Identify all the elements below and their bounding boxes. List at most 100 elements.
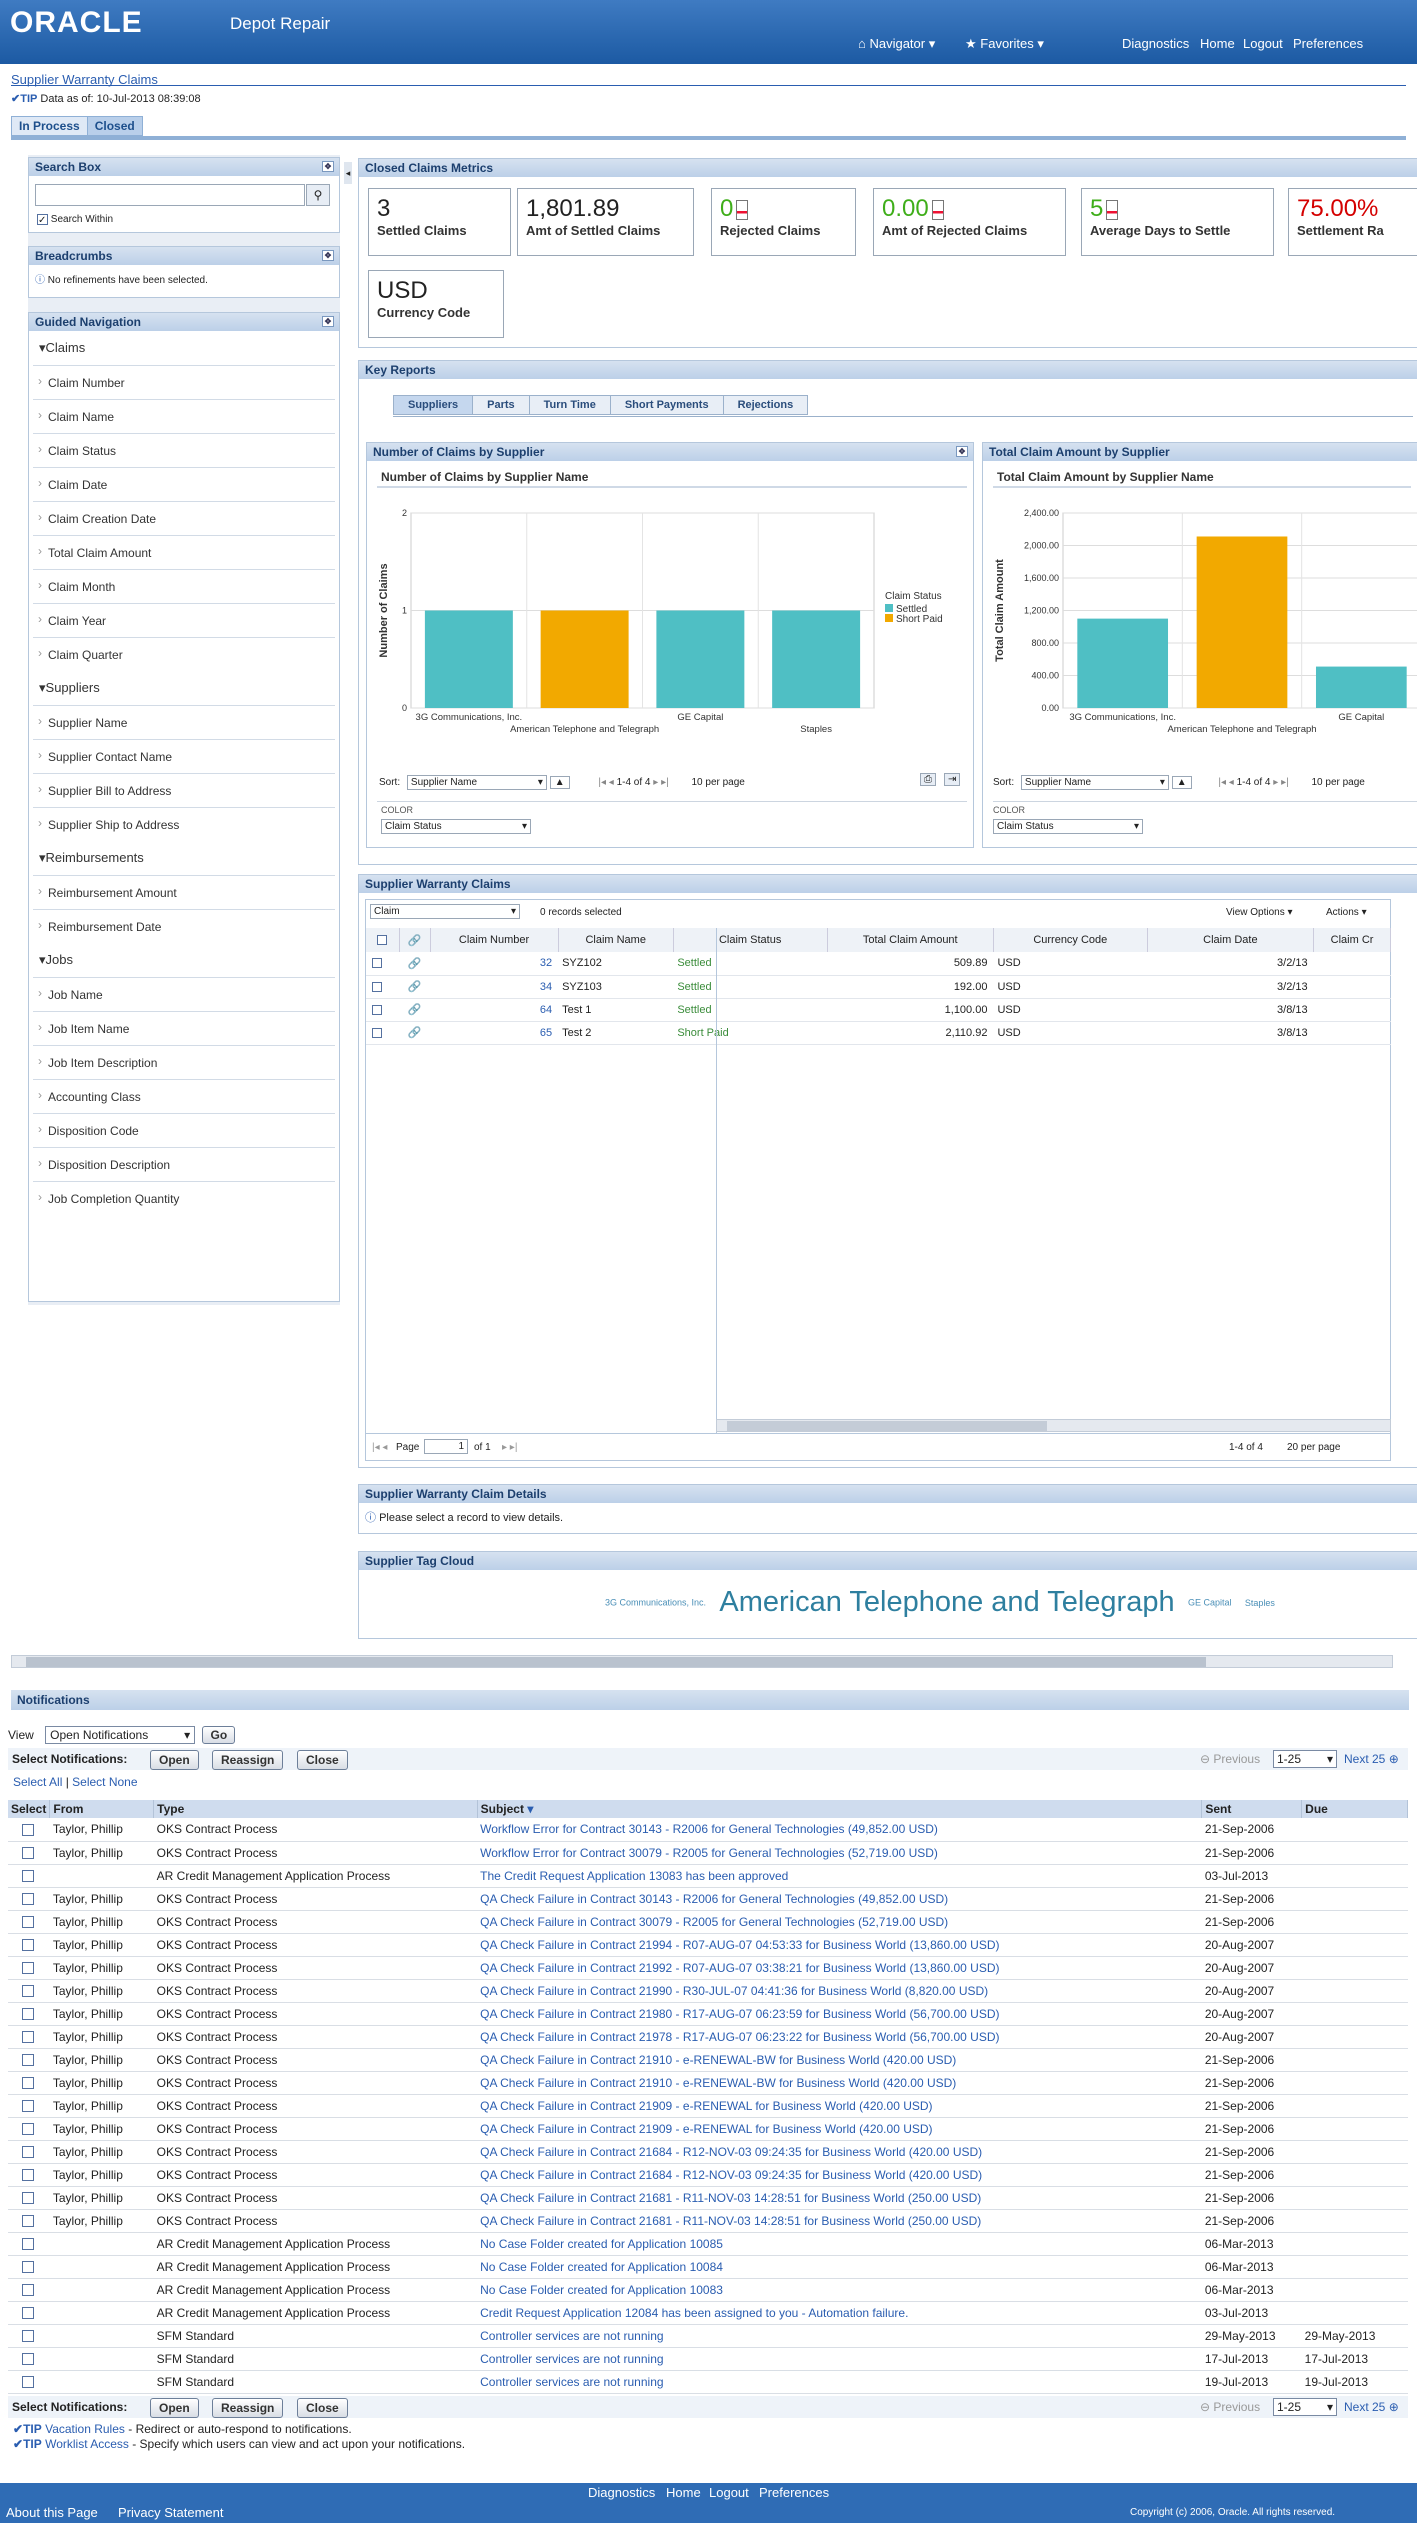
- notification-row[interactable]: Taylor, Phillip OKS Contract Process QA Ch…: [8, 1933, 1408, 1957]
- notification-subject-link[interactable]: QA Check Failure in Contract 21992 - R07…: [480, 1960, 1000, 1975]
- open-button[interactable]: Open: [150, 1750, 199, 1770]
- notification-checkbox[interactable]: [22, 2376, 34, 2389]
- column-header[interactable]: Claim Date: [1147, 928, 1315, 952]
- claim-number-link[interactable]: 34: [539, 980, 553, 993]
- attachment-icon[interactable]: 🔗: [407, 981, 422, 993]
- notification-row[interactable]: Taylor, Phillip OKS Contract Process QA Ch…: [8, 2002, 1408, 2026]
- row-checkbox[interactable]: [372, 1027, 382, 1038]
- notification-checkbox[interactable]: [22, 2077, 34, 2090]
- nav-item[interactable]: Accounting Class: [33, 1079, 335, 1113]
- maximize-icon[interactable]: ✥: [322, 161, 334, 172]
- notification-row[interactable]: SFM Standard Controller services are not …: [8, 2347, 1408, 2371]
- notification-row[interactable]: Taylor, Phillip OKS Contract Process QA Ch…: [8, 2025, 1408, 2049]
- nav-item[interactable]: Job Item Description: [33, 1045, 335, 1079]
- notification-checkbox[interactable]: [22, 2054, 34, 2067]
- notification-row[interactable]: AR Credit Management Application Process…: [8, 2301, 1408, 2325]
- column-header[interactable]: Claim Cr: [1313, 928, 1391, 952]
- notification-subject-link[interactable]: QA Check Failure in Contract 21990 - R30…: [480, 1983, 989, 1998]
- search-within-checkbox[interactable]: ✓: [37, 214, 48, 226]
- notification-subject-link[interactable]: Controller services are not running: [480, 2328, 664, 2343]
- notification-subject-link[interactable]: QA Check Failure in Contract 21684 - R12…: [480, 2167, 983, 2182]
- nav-item[interactable]: Claim Creation Date: [33, 501, 335, 535]
- maximize-icon[interactable]: ✥: [956, 446, 968, 457]
- notification-subject-link[interactable]: Credit Request Application 12084 has bee…: [480, 2305, 909, 2320]
- reassign-button[interactable]: Reassign: [212, 2398, 284, 2418]
- tab-suppliers[interactable]: Suppliers: [393, 395, 474, 415]
- notification-checkbox[interactable]: [22, 1916, 34, 1929]
- notification-checkbox[interactable]: [22, 2215, 34, 2228]
- tag-3g-communications[interactable]: 3G Communications, Inc.: [605, 1597, 707, 1608]
- notifications-view-select[interactable]: Open Notifications ▾: [45, 1726, 196, 1744]
- notification-row[interactable]: Taylor, Phillip OKS Contract Process QA Ch…: [8, 1979, 1408, 2003]
- notification-checkbox[interactable]: [22, 2330, 34, 2343]
- go-button[interactable]: Go: [202, 1726, 236, 1744]
- nav-item[interactable]: Claim Number: [33, 365, 335, 399]
- notification-checkbox[interactable]: [22, 1847, 34, 1860]
- privacy-statement-link[interactable]: Privacy Statement: [118, 2505, 224, 2520]
- header-link-preferences[interactable]: Preferences: [1293, 36, 1364, 51]
- nav-item[interactable]: Supplier Name: [33, 705, 335, 739]
- notification-row[interactable]: Taylor, Phillip OKS Contract Process QA Ch…: [8, 2048, 1408, 2072]
- page-input[interactable]: 1: [424, 1439, 468, 1454]
- notification-subject-link[interactable]: QA Check Failure in Contract 21681 - R11…: [480, 2213, 982, 2228]
- notification-subject-link[interactable]: QA Check Failure in Contract 21909 - e-R…: [480, 2098, 933, 2113]
- tab-turn-time[interactable]: Turn Time: [528, 395, 611, 415]
- tab-rejections[interactable]: Rejections: [722, 395, 809, 415]
- nav-item[interactable]: Supplier Contact Name: [33, 739, 335, 773]
- column-header[interactable]: Total Claim Amount: [827, 928, 994, 952]
- tag-staples[interactable]: Staples: [1244, 1597, 1275, 1608]
- notification-checkbox[interactable]: [22, 2353, 34, 2366]
- nav-item[interactable]: Job Completion Quantity: [33, 1181, 335, 1215]
- notification-subject-link[interactable]: QA Check Failure in Contract 21910 - e-R…: [480, 2075, 957, 2090]
- next-link[interactable]: Next 25 ⊕: [1344, 2400, 1399, 2414]
- notification-row[interactable]: SFM Standard Controller services are not …: [8, 2324, 1408, 2348]
- notification-checkbox[interactable]: [22, 2100, 34, 2113]
- table-row[interactable]: 🔗 65 Test 2 Short Paid 2,110.92 USD 3/8/13: [366, 1021, 1391, 1044]
- select-none-link[interactable]: Select None: [72, 1775, 138, 1789]
- notification-subject-link[interactable]: No Case Folder created for Application 1…: [480, 2259, 723, 2274]
- favorites-menu[interactable]: ★ Favorites ▾: [965, 36, 1044, 51]
- notification-checkbox[interactable]: [22, 1870, 34, 1883]
- claims-filter-select[interactable]: Claim ▾: [370, 904, 520, 919]
- notification-subject-link[interactable]: The Credit Request Application 13083 has…: [480, 1868, 789, 1883]
- sort-ascending-icon[interactable]: ▲: [549, 776, 570, 789]
- footer-link-logout[interactable]: Logout: [709, 2485, 749, 2500]
- notification-subject-link[interactable]: No Case Folder created for Application 1…: [480, 2236, 723, 2251]
- notification-subject-link[interactable]: Workflow Error for Contract 30143 - R200…: [480, 1822, 938, 1837]
- notification-row[interactable]: AR Credit Management Application Process…: [8, 2232, 1408, 2256]
- about-this-page-link[interactable]: About this Page: [6, 2505, 98, 2520]
- attachment-icon[interactable]: 🔗: [407, 957, 422, 970]
- notification-subject-link[interactable]: Controller services are not running: [480, 2374, 664, 2389]
- notification-checkbox[interactable]: [22, 2307, 34, 2320]
- nav-item[interactable]: Total Claim Amount: [33, 535, 335, 569]
- nav-group-reimbursements[interactable]: ▾Reimbursements: [39, 850, 144, 865]
- column-header[interactable]: Currency Code: [993, 928, 1148, 952]
- view-options-menu[interactable]: View Options ▾: [1226, 907, 1293, 918]
- column-header[interactable]: Claim Number: [430, 928, 559, 952]
- tab-short-payments[interactable]: Short Payments: [609, 395, 724, 415]
- nav-item[interactable]: Claim Date: [33, 467, 335, 501]
- select-all-link[interactable]: Select All: [13, 1775, 63, 1789]
- notification-subject-link[interactable]: Controller services are not running: [480, 2351, 664, 2366]
- nav-group-claims[interactable]: ▾Claims: [39, 340, 86, 355]
- table-row[interactable]: 🔗 32 SYZ102 Settled 509.89 USD 3/2/13: [366, 952, 1391, 975]
- attachment-icon[interactable]: 🔗: [407, 1004, 422, 1016]
- claim-number-link[interactable]: 32: [539, 957, 553, 970]
- worklist-access-link[interactable]: Worklist Access: [45, 2437, 129, 2451]
- nav-item[interactable]: Reimbursement Amount: [33, 875, 335, 909]
- tab-closed[interactable]: Closed: [86, 116, 143, 136]
- select-all-checkbox[interactable]: [366, 928, 400, 952]
- notification-subject-link[interactable]: QA Check Failure in Contract 21910 - e-R…: [480, 2052, 957, 2067]
- reassign-button[interactable]: Reassign: [212, 1750, 284, 1770]
- nav-item[interactable]: Disposition Code: [33, 1113, 335, 1147]
- maximize-icon[interactable]: ✥: [322, 316, 334, 327]
- notification-subject-link[interactable]: QA Check Failure in Contract 30143 - R20…: [480, 1891, 949, 1906]
- notification-row[interactable]: AR Credit Management Application Process…: [8, 2278, 1408, 2302]
- nav-item[interactable]: Reimbursement Date: [33, 909, 335, 943]
- nav-group-jobs[interactable]: ▾Jobs: [39, 952, 73, 967]
- notification-row[interactable]: Taylor, Phillip OKS Contract Process QA Ch…: [8, 2209, 1408, 2233]
- notification-checkbox[interactable]: [22, 2146, 34, 2159]
- row-checkbox[interactable]: [372, 981, 382, 992]
- notification-row[interactable]: Taylor, Phillip OKS Contract Process Workf…: [8, 1841, 1408, 1865]
- page-horizontal-scrollbar[interactable]: [11, 1655, 1393, 1668]
